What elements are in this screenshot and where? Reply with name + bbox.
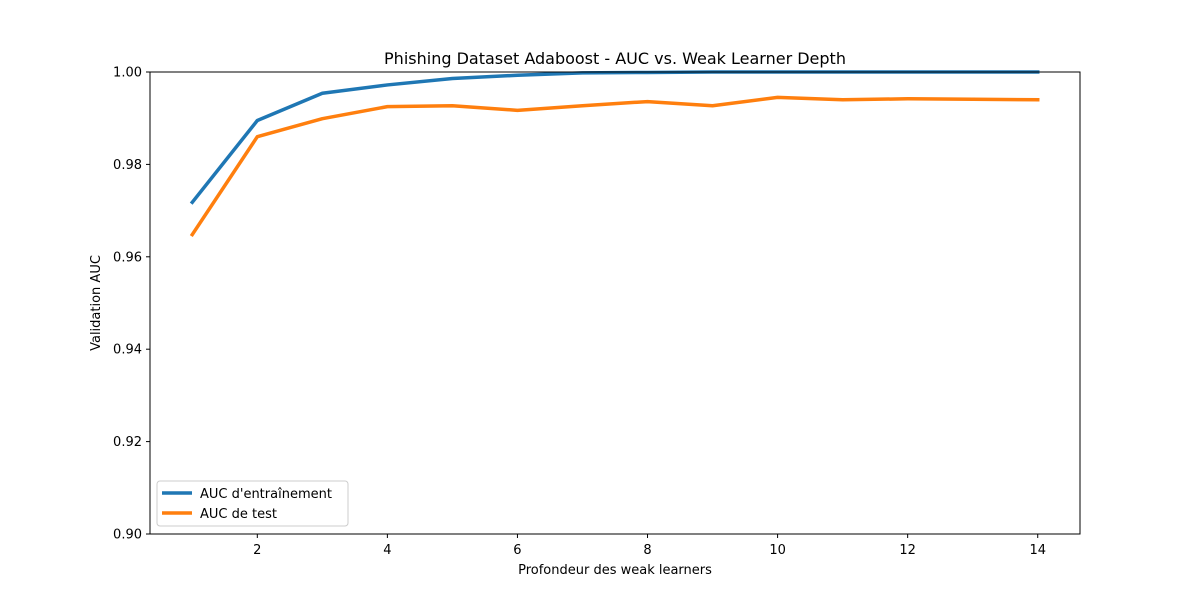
y-axis-label: Validation AUC <box>89 255 104 351</box>
x-tick-label: 10 <box>769 543 786 558</box>
x-tick-label: 4 <box>383 543 391 558</box>
y-tick-label: 0.94 <box>113 343 142 358</box>
legend-label-1: AUC d'entraînement <box>200 487 332 502</box>
x-tick-label: 12 <box>899 543 916 558</box>
legend-label-2: AUC de test <box>200 507 277 522</box>
y-tick-label: 1.00 <box>113 66 142 81</box>
legend-box <box>156 480 349 527</box>
y-axis-ticks: 0.90 0.92 0.94 0.96 0.98 1.00 <box>113 66 150 543</box>
y-tick-label: 0.98 <box>113 158 142 173</box>
y-tick-label: 0.90 <box>113 528 142 543</box>
x-axis-label: Profondeur des weak learners <box>518 563 712 578</box>
plot-area <box>149 70 1081 535</box>
y-tick-label: 0.96 <box>113 250 142 265</box>
x-axis-ticks: 2 4 6 8 10 12 14 <box>253 534 1046 558</box>
legend: AUC d'entraînement AUC de test <box>156 480 349 527</box>
plot-frame <box>149 71 1081 535</box>
series-line-1 <box>189 70 1040 205</box>
x-tick-label: 14 <box>1029 543 1046 558</box>
series-line-2 <box>189 95 1040 238</box>
x-tick-label: 6 <box>513 543 521 558</box>
x-tick-label: 8 <box>643 543 651 558</box>
x-tick-label: 2 <box>253 543 261 558</box>
chart-title: Phishing Dataset Adaboost - AUC vs. Weak… <box>384 49 846 68</box>
y-tick-label: 0.92 <box>113 435 142 450</box>
